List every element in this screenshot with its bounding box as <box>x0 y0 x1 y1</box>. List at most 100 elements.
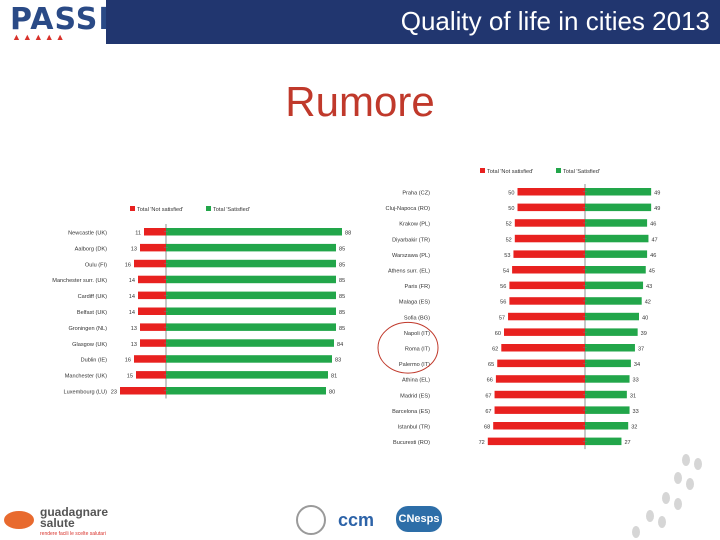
category-label: Cardiff (UK) <box>78 294 108 300</box>
bar-not-satisfied <box>501 344 585 352</box>
data-label-satisfied: 33 <box>633 409 639 415</box>
chart-right: Total 'Not satisfied' Total 'Satisfied' Pr… <box>377 168 660 450</box>
logo-text: PASSI <box>10 2 111 37</box>
bar-not-satisfied <box>517 203 585 212</box>
data-label-not-satisfied: 14 <box>129 278 135 284</box>
data-label-satisfied: 49 <box>654 206 660 212</box>
data-label-not-satisfied: 50 <box>508 191 514 197</box>
bar-not-satisfied <box>514 219 585 227</box>
bar-not-satisfied <box>136 371 166 379</box>
header: PASSI ▲▲▲▲▲ Quality of life in cities 20… <box>0 0 720 44</box>
bar-satisfied <box>585 188 652 196</box>
category-label: Sofia (BG) <box>404 315 430 321</box>
data-label-satisfied: 45 <box>649 269 655 275</box>
bar-satisfied <box>585 328 638 336</box>
data-label-not-satisfied: 14 <box>129 294 135 300</box>
guadagnare-salute-logo: guadagnare salute rendere facili le scel… <box>4 506 124 539</box>
data-label-not-satisfied: 16 <box>125 358 131 364</box>
category-label: Glasgow (UK) <box>72 342 107 348</box>
data-label-satisfied: 37 <box>638 347 644 353</box>
category-label: Dublin (IE) <box>81 358 108 364</box>
category-label: Oulu (FI) <box>85 262 107 268</box>
data-label-not-satisfied: 15 <box>127 374 133 380</box>
footprints-icon: ▲▲▲▲▲ <box>12 32 67 42</box>
data-label-not-satisfied: 60 <box>495 331 501 337</box>
bar-satisfied <box>585 375 630 383</box>
data-label-satisfied: 85 <box>339 310 345 316</box>
legend-label-satisfied: Total 'Satisfied' <box>563 169 600 175</box>
bar-not-satisfied <box>138 307 166 315</box>
data-label-satisfied: 85 <box>339 278 345 284</box>
chart-left: Total 'Not satisfied' Total 'Satisfied' Ne… <box>52 206 351 399</box>
bar-satisfied <box>166 228 342 236</box>
bar-not-satisfied <box>493 422 585 430</box>
data-label-satisfied: 88 <box>345 231 351 237</box>
passi-logo: PASSI ▲▲▲▲▲ <box>0 0 109 44</box>
bar-not-satisfied <box>134 355 166 363</box>
bar-not-satisfied <box>138 275 166 284</box>
bar-not-satisfied <box>494 390 585 399</box>
data-label-not-satisfied: 57 <box>499 315 505 321</box>
highlight-ellipse <box>377 321 439 374</box>
data-label-satisfied: 85 <box>339 326 345 332</box>
data-label-satisfied: 85 <box>339 294 345 300</box>
bar-not-satisfied <box>140 243 166 252</box>
data-label-satisfied: 85 <box>339 246 345 252</box>
data-label-not-satisfied: 52 <box>506 222 512 228</box>
category-label: Bucuresti (RO) <box>393 440 430 446</box>
bar-not-satisfied <box>144 228 166 236</box>
data-label-satisfied: 33 <box>633 378 639 384</box>
category-label: Barcelona (ES) <box>392 409 430 415</box>
category-label: Newcastle (UK) <box>68 231 107 237</box>
bar-satisfied <box>166 291 336 300</box>
bar-satisfied <box>585 250 648 258</box>
bar-satisfied <box>585 390 627 399</box>
bar-satisfied <box>585 266 646 274</box>
bar-satisfied <box>585 203 652 212</box>
category-label: Madrid (ES) <box>400 393 430 399</box>
bar-not-satisfied <box>509 281 585 290</box>
bar-satisfied <box>585 359 631 368</box>
data-label-not-satisfied: 72 <box>479 440 485 446</box>
bar-not-satisfied <box>487 437 585 446</box>
bar-satisfied <box>585 281 644 290</box>
bar-satisfied <box>585 344 635 352</box>
category-label: Manchester (UK) <box>65 374 107 380</box>
bar-not-satisfied <box>517 188 585 196</box>
data-label-satisfied: 40 <box>642 315 648 321</box>
data-label-not-satisfied: 56 <box>500 284 506 290</box>
data-label-not-satisfied: 56 <box>500 300 506 306</box>
category-label: Paris (FR) <box>405 284 431 290</box>
bar-satisfied <box>166 371 328 379</box>
bar-satisfied <box>585 312 639 321</box>
data-label-satisfied: 81 <box>331 374 337 380</box>
slide-subtitle: Rumore <box>285 78 435 125</box>
category-label: Malaga (ES) <box>399 300 430 306</box>
ccm-logo: ccm <box>338 510 375 530</box>
footprints-decoration-icon <box>632 454 702 538</box>
bar-satisfied <box>585 234 649 243</box>
data-label-not-satisfied: 23 <box>111 390 117 396</box>
bar-not-satisfied <box>504 328 585 336</box>
bar-not-satisfied <box>134 259 166 268</box>
category-label: Groningen (NL) <box>68 326 107 332</box>
data-label-not-satisfied: 53 <box>504 253 510 259</box>
category-label: Manchester surr. (UK) <box>52 278 107 284</box>
title-bar: Quality of life in cities 2013 <box>106 0 720 44</box>
data-label-not-satisfied: 52 <box>506 237 512 243</box>
data-label-not-satisfied: 13 <box>131 326 137 332</box>
bar-satisfied <box>585 219 648 227</box>
data-label-not-satisfied: 67 <box>485 393 491 399</box>
data-label-not-satisfied: 66 <box>487 378 493 384</box>
category-label: Warszawa (PL) <box>392 253 430 259</box>
category-label: Athina (EL) <box>402 378 430 384</box>
bar-not-satisfied <box>512 266 585 274</box>
data-label-satisfied: 46 <box>650 222 656 228</box>
category-label: Palermo (IT) <box>399 362 430 368</box>
data-label-satisfied: 85 <box>339 262 345 268</box>
category-label: Napoli (IT) <box>404 331 430 337</box>
data-label-satisfied: 39 <box>641 331 647 337</box>
data-label-satisfied: 42 <box>645 300 651 306</box>
legend-swatch-satisfied <box>206 206 211 211</box>
category-label: Roma (IT) <box>405 347 430 353</box>
